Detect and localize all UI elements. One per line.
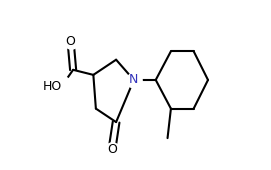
- Text: O: O: [107, 143, 117, 156]
- Text: O: O: [66, 35, 76, 48]
- Text: N: N: [129, 73, 138, 86]
- Text: HO: HO: [43, 80, 62, 93]
